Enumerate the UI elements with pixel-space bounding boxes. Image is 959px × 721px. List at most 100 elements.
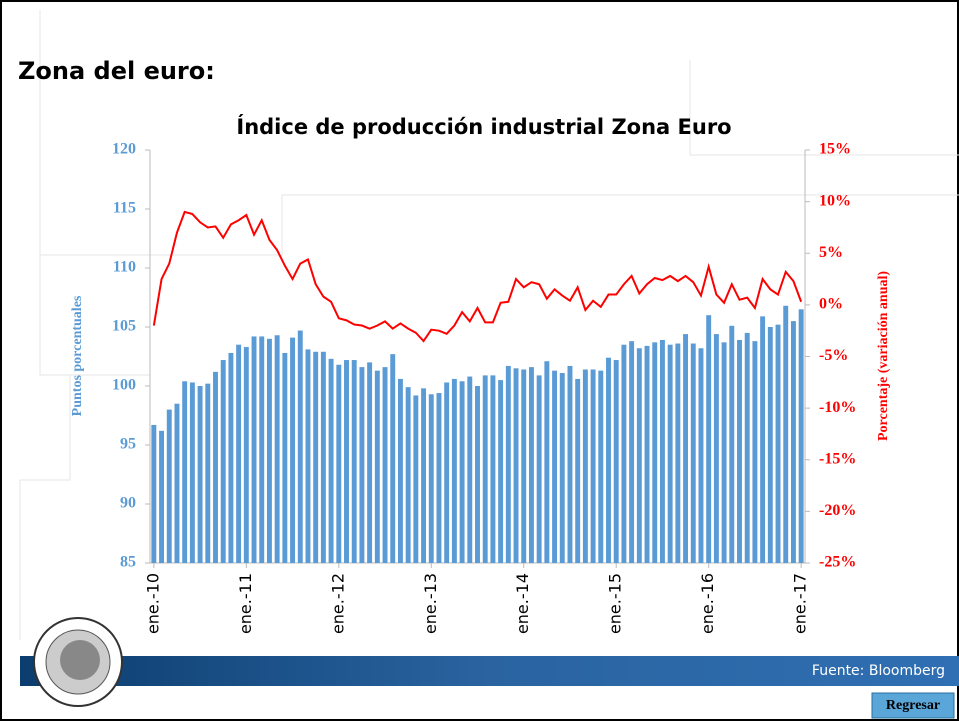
y-axis-label: Puntos porcentuales <box>70 295 85 416</box>
bar <box>259 336 265 563</box>
bar <box>182 381 188 563</box>
bar <box>629 341 635 563</box>
bar <box>606 357 611 563</box>
bar <box>621 344 627 563</box>
bar <box>498 380 504 563</box>
y2-tick-label: -25% <box>819 554 856 571</box>
bar <box>351 360 357 563</box>
bar <box>521 369 527 563</box>
bar <box>251 336 257 563</box>
bar <box>475 386 480 563</box>
bar <box>798 309 804 563</box>
bar <box>197 386 203 563</box>
back-button[interactable] <box>871 692 955 719</box>
bar <box>236 344 242 563</box>
bar <box>336 364 342 563</box>
y2-tick-label: 15% <box>819 141 851 158</box>
back-button-label[interactable]: Regresar <box>886 698 940 713</box>
bar <box>575 378 581 563</box>
bar <box>690 343 696 563</box>
bar <box>290 337 296 563</box>
bar <box>544 361 550 563</box>
bar <box>683 334 689 563</box>
chart-title: Índice de producción industrial Zona Eur… <box>236 114 731 139</box>
bar <box>721 342 727 563</box>
y-tick-label: 110 <box>113 259 136 276</box>
y2-tick-label: -5% <box>819 347 848 364</box>
bar <box>220 360 226 563</box>
background-lines <box>19 10 959 640</box>
bar <box>320 351 326 563</box>
bar <box>752 341 758 563</box>
bar <box>282 352 288 563</box>
bar <box>737 339 742 563</box>
bar <box>436 393 442 563</box>
bar <box>397 378 403 563</box>
heading: Zona del euro: <box>18 57 215 85</box>
bar <box>297 330 303 563</box>
y2-tick-label: 10% <box>819 192 851 209</box>
y2-tick-label: 0% <box>819 296 843 313</box>
x-tick-label: ene.-14 <box>513 573 532 634</box>
bar <box>228 352 234 563</box>
x-tick-label: ene.-11 <box>236 573 255 634</box>
bar <box>266 338 272 563</box>
x-tick-label: ene.-17 <box>791 573 810 634</box>
bar <box>760 316 766 563</box>
y2-tick-label: 5% <box>819 244 843 261</box>
bar <box>636 348 642 563</box>
bar <box>467 376 473 563</box>
bar <box>613 360 619 563</box>
bar <box>166 409 172 563</box>
bar <box>444 382 450 563</box>
bar <box>706 315 712 563</box>
bar <box>783 305 789 563</box>
bar <box>328 358 334 563</box>
bar <box>713 334 719 563</box>
bar <box>652 342 658 563</box>
y-tick-label: 105 <box>112 318 136 335</box>
bar <box>644 345 650 563</box>
bar <box>567 365 573 563</box>
bar <box>675 343 681 563</box>
bar <box>344 360 349 563</box>
bar <box>598 370 604 563</box>
bar <box>374 370 380 563</box>
bar <box>528 367 534 563</box>
bar <box>151 424 157 563</box>
y-tick-label: 120 <box>112 141 136 158</box>
bar <box>451 378 457 563</box>
bar <box>552 370 558 563</box>
bar <box>582 369 588 563</box>
logo <box>33 617 123 707</box>
source: Fuente: Bloomberg <box>812 663 945 679</box>
bar <box>405 387 411 563</box>
bar <box>536 375 542 563</box>
bar <box>159 430 165 563</box>
bar <box>421 388 427 563</box>
bar <box>482 375 488 563</box>
line <box>152 210 803 343</box>
footer-band <box>20 656 959 686</box>
bar <box>659 339 665 563</box>
bar <box>459 381 465 563</box>
bar <box>767 327 773 563</box>
y-tick-label: 95 <box>120 436 136 453</box>
bar <box>505 365 511 563</box>
x-tick-label: ene.-15 <box>606 573 625 634</box>
x-tick-label: ene.-12 <box>328 573 347 634</box>
bar <box>698 348 704 563</box>
bar <box>428 394 434 563</box>
bar <box>382 367 388 563</box>
y2-tick-label: -15% <box>819 450 856 467</box>
bar <box>413 395 419 563</box>
bar <box>313 351 319 563</box>
bar <box>490 375 496 563</box>
bar <box>790 321 796 563</box>
bar <box>367 362 373 563</box>
bar <box>559 373 565 563</box>
bar <box>729 325 735 563</box>
bar <box>590 369 596 563</box>
y2-tick-label: -10% <box>819 399 856 416</box>
